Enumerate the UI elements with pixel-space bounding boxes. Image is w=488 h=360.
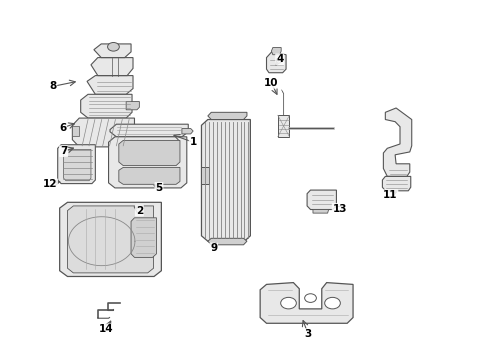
Text: 3: 3	[304, 329, 311, 339]
Polygon shape	[201, 167, 209, 184]
Polygon shape	[382, 176, 410, 191]
Text: 5: 5	[155, 183, 162, 193]
Polygon shape	[383, 108, 411, 176]
Polygon shape	[119, 167, 180, 184]
Circle shape	[280, 297, 296, 309]
Text: 7: 7	[60, 146, 67, 156]
Text: 1: 1	[189, 137, 196, 147]
Polygon shape	[108, 137, 186, 188]
Text: 10: 10	[264, 78, 278, 88]
Polygon shape	[266, 52, 285, 73]
Polygon shape	[81, 94, 132, 118]
Text: 6: 6	[59, 123, 66, 133]
Text: 2: 2	[136, 206, 142, 216]
Text: 13: 13	[332, 204, 346, 214]
Polygon shape	[63, 149, 91, 181]
Polygon shape	[126, 102, 139, 110]
Circle shape	[304, 294, 316, 302]
Polygon shape	[207, 238, 246, 245]
Polygon shape	[119, 140, 180, 166]
Circle shape	[107, 42, 119, 51]
Polygon shape	[271, 48, 281, 55]
Polygon shape	[201, 120, 250, 241]
Polygon shape	[110, 124, 188, 137]
Polygon shape	[72, 126, 79, 136]
Bar	[277, 115, 289, 137]
Polygon shape	[58, 145, 95, 184]
Polygon shape	[94, 44, 131, 58]
Polygon shape	[260, 283, 352, 323]
Polygon shape	[87, 76, 133, 94]
Text: 8: 8	[49, 81, 56, 91]
Text: 4: 4	[275, 54, 283, 64]
Polygon shape	[91, 58, 133, 76]
Text: 11: 11	[382, 190, 397, 200]
Polygon shape	[67, 206, 153, 273]
Polygon shape	[182, 129, 193, 134]
Polygon shape	[60, 202, 161, 276]
Text: 9: 9	[210, 243, 217, 253]
Circle shape	[324, 297, 340, 309]
Polygon shape	[306, 190, 336, 210]
Polygon shape	[312, 210, 328, 213]
Polygon shape	[131, 218, 156, 257]
Text: 14: 14	[99, 324, 114, 334]
Polygon shape	[72, 118, 134, 147]
Text: 12: 12	[42, 179, 57, 189]
Polygon shape	[207, 112, 246, 120]
